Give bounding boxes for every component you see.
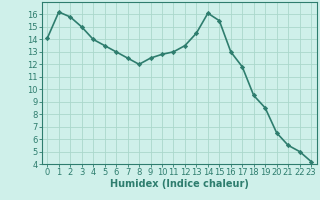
X-axis label: Humidex (Indice chaleur): Humidex (Indice chaleur)	[110, 179, 249, 189]
